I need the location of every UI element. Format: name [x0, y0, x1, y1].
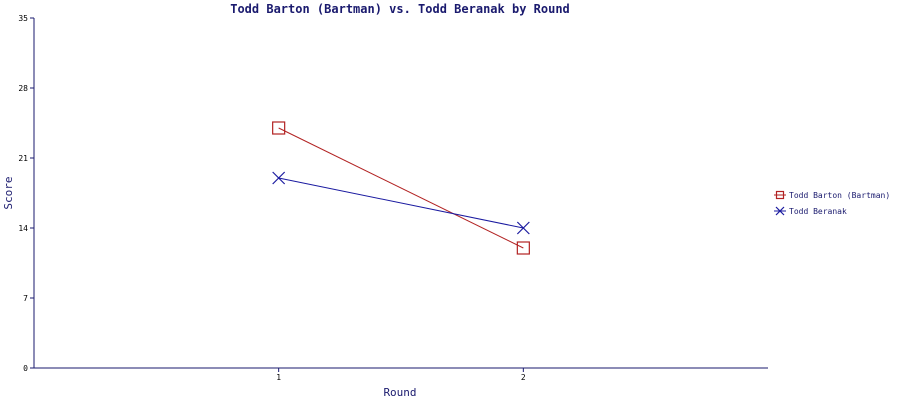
data-point-series-1	[516, 241, 530, 255]
data-point-series-1	[272, 121, 286, 135]
legend-square-icon	[775, 190, 785, 200]
series-layer	[272, 121, 530, 255]
legend: Todd Barton (Bartman) Todd Beranak	[774, 190, 890, 216]
data-point-series-2	[516, 221, 530, 235]
chart-title: Todd Barton (Bartman) vs. Todd Beranak b…	[230, 2, 570, 16]
x-tick-label: 1	[276, 373, 281, 382]
y-tick-label: 35	[18, 14, 28, 23]
legend-label: Todd Beranak	[789, 207, 847, 216]
legend-x-icon	[775, 206, 785, 216]
x-tick-label: 2	[521, 373, 526, 382]
series-line-2	[278, 177, 524, 229]
y-ticks: 0 7 14 21 28 35	[18, 14, 34, 373]
legend-label: Todd Barton (Bartman)	[789, 191, 890, 200]
y-tick-label: 21	[18, 154, 28, 163]
series-line-1	[278, 127, 524, 249]
y-tick-label: 28	[18, 84, 28, 93]
y-tick-label: 14	[18, 224, 28, 233]
y-tick-label: 0	[23, 364, 28, 373]
data-point-series-2	[272, 171, 286, 185]
x-axis-title: Round	[383, 386, 416, 399]
y-tick-label: 7	[23, 294, 28, 303]
y-axis-title: Score	[2, 176, 15, 209]
